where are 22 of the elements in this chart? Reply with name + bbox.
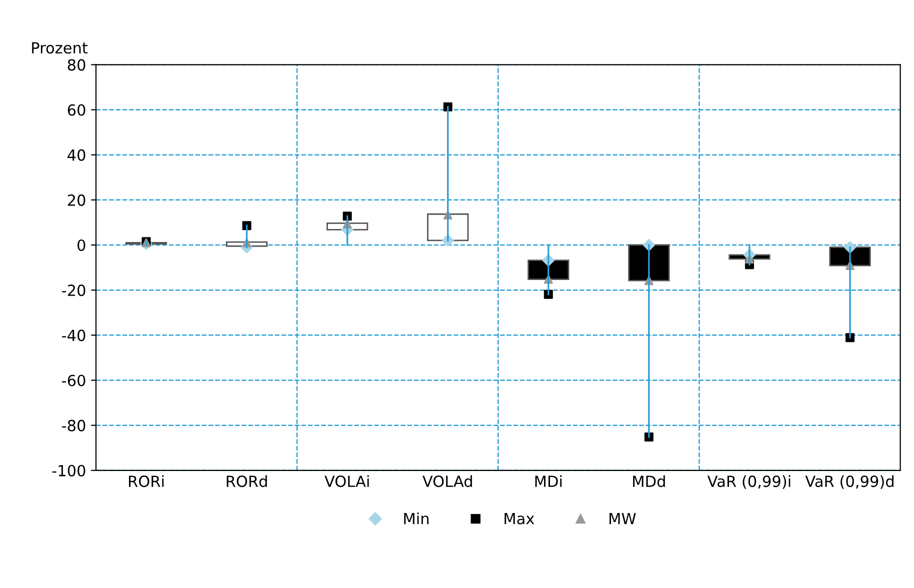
x-tick-label: RORd — [226, 475, 267, 488]
y-tick-label: 60 — [68, 104, 86, 116]
legend-label: Max — [504, 513, 534, 524]
x-tick-label: VaR (0,99)d — [805, 475, 894, 489]
x-tick-label: VaR (0,99)i — [707, 475, 790, 489]
legend-label: Min — [404, 512, 429, 524]
y-tick-label: 80 — [68, 59, 86, 71]
y-tick-label: 40 — [68, 149, 86, 161]
y-tick-label: -20 — [62, 284, 86, 296]
y-tick-label: -80 — [62, 420, 86, 432]
x-tick-label: VOLAi — [324, 475, 369, 488]
y-tick-label: -60 — [62, 374, 86, 386]
y-tick-label: -40 — [62, 330, 86, 342]
y-tick-label: -100 — [52, 464, 86, 476]
x-tick-label: MDi — [535, 475, 562, 487]
y-axis-title: Prozent — [32, 42, 88, 54]
y-tick-label: 20 — [68, 194, 86, 206]
legend-label: MW — [610, 513, 636, 524]
x-tick-label: VOLAd — [422, 475, 472, 488]
y-tick-label: 0 — [78, 239, 86, 252]
x-tick-label: MDd — [633, 475, 665, 488]
x-tick-label: RORi — [128, 475, 164, 488]
